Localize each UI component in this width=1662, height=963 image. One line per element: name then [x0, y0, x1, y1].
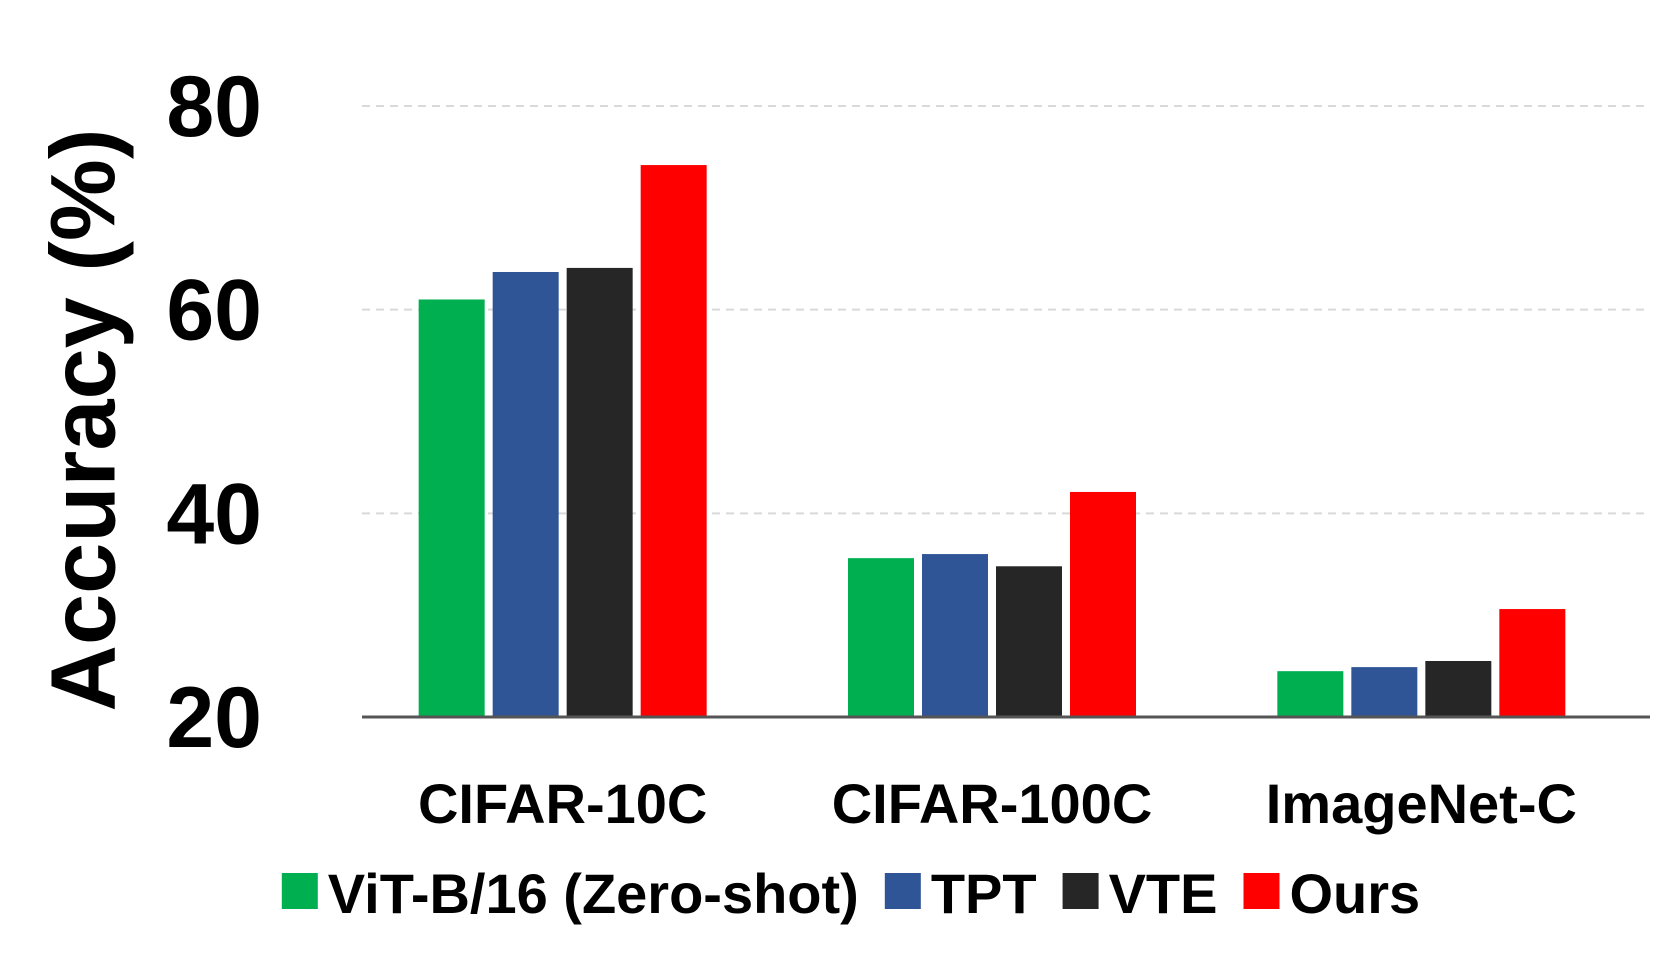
x-tick-imagenet-c: ImageNet-C: [1266, 772, 1577, 835]
bar-imagenet-c-ours: [1499, 609, 1566, 717]
x-tick-cifar-100c: CIFAR-100C: [832, 772, 1153, 835]
legend-item-vte: VTE: [1062, 862, 1218, 925]
y-tick-60: 60: [166, 263, 262, 359]
bar-cifar-100c-tpt: [922, 554, 988, 717]
bar-cifar-100c-vit-b-16-zero-shot: [848, 558, 914, 717]
bar-imagenet-c-vit-b-16-zero-shot: [1277, 671, 1344, 717]
legend: ViT-B/16 (Zero-shot) TPT VTE Ours: [281, 862, 1421, 925]
legend-label: Ours: [1290, 862, 1421, 925]
bar-cifar-10c-tpt: [492, 271, 559, 717]
bar-cifar-100c-vte: [996, 566, 1062, 717]
legend-label: VTE: [1109, 862, 1218, 925]
y-tick-40: 40: [166, 466, 262, 562]
legend-item-ours: Ours: [1243, 862, 1421, 925]
x-tick-labels: CIFAR-10C CIFAR-100C ImageNet-C: [418, 772, 1577, 835]
y-tick-labels: 20 40 60 80: [166, 59, 262, 766]
legend-swatch: [1062, 873, 1099, 909]
x-tick-cifar-10c: CIFAR-10C: [418, 772, 707, 835]
y-tick-20: 20: [166, 670, 262, 766]
bar-imagenet-c-tpt: [1351, 667, 1418, 717]
y-axis-label: Accuracy (%): [32, 129, 134, 712]
legend-swatch: [281, 873, 318, 909]
legend-item-tpt: TPT: [884, 862, 1037, 925]
bar-cifar-100c-ours: [1070, 491, 1136, 717]
legend-item-vit-b-16-zero-shot: ViT-B/16 (Zero-shot): [281, 862, 859, 925]
legend-swatch: [884, 873, 921, 909]
bar-imagenet-c-vte: [1425, 660, 1492, 717]
legend-label: ViT-B/16 (Zero-shot): [328, 862, 859, 925]
bars: [418, 165, 1566, 717]
bar-cifar-10c-vte: [566, 267, 633, 717]
legend-swatch: [1243, 873, 1280, 909]
bar-cifar-10c-ours: [640, 165, 707, 717]
bar-cifar-10c-vit-b-16-zero-shot: [418, 299, 485, 717]
y-tick-80: 80: [166, 59, 262, 155]
legend-label: TPT: [931, 862, 1037, 925]
